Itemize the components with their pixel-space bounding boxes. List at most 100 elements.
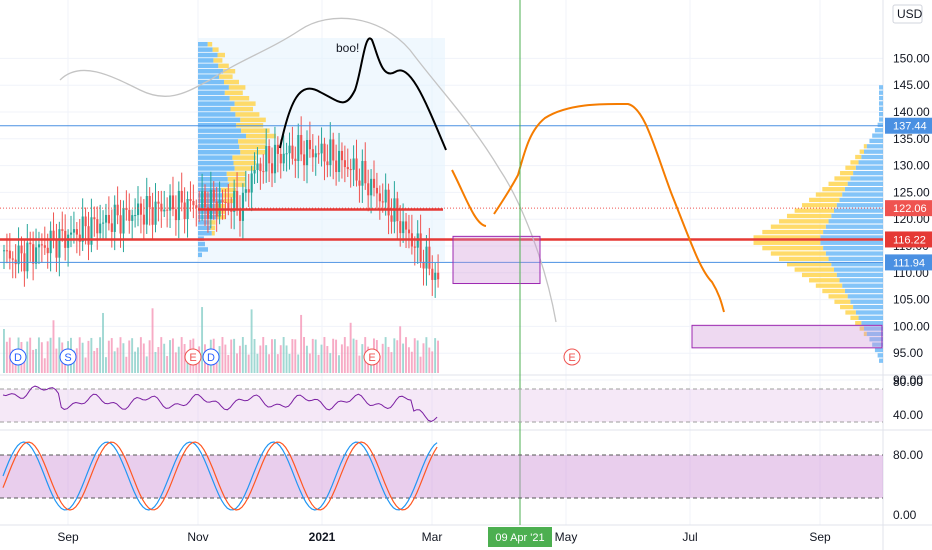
- volume-bar: [46, 341, 49, 373]
- price-label-text: 122.06: [893, 203, 927, 215]
- profile-bar: [198, 101, 235, 106]
- candle-body: [29, 242, 32, 245]
- candle-body: [134, 215, 137, 217]
- profile-bar: [762, 229, 824, 235]
- candle-body: [166, 209, 169, 211]
- x-tick-label: Sep: [809, 530, 831, 544]
- candle-body: [238, 208, 242, 221]
- candle-body: [317, 153, 320, 155]
- profile-bar: [844, 288, 883, 294]
- volume-bar: [308, 353, 311, 373]
- candle-body: [180, 190, 183, 203]
- candle-body: [75, 229, 78, 235]
- volume-bar: [381, 343, 384, 373]
- candle-body: [61, 229, 64, 231]
- profile-bar: [842, 192, 883, 197]
- candle-body: [349, 169, 352, 171]
- profile-bar: [879, 358, 883, 363]
- volume-bar: [236, 353, 238, 373]
- volume-bar: [64, 357, 67, 373]
- profile-bar: [861, 154, 883, 160]
- volume-bar: [107, 340, 110, 373]
- candle-body: [131, 215, 134, 221]
- profile-bar: [855, 310, 883, 315]
- volume-bar: [399, 326, 402, 373]
- profile-bar: [823, 246, 883, 251]
- profile-bar: [834, 208, 883, 213]
- profile-bar: [861, 321, 883, 326]
- profile-bar: [218, 63, 229, 69]
- price-tick-label: 130.00: [893, 159, 930, 173]
- candle-body: [96, 219, 99, 234]
- volume-bar: [148, 340, 151, 373]
- candle-body: [370, 178, 373, 196]
- profile-bar: [779, 256, 829, 262]
- profile-bar: [198, 231, 212, 236]
- price-tick-label: 125.00: [893, 185, 930, 199]
- candle-body: [204, 191, 207, 208]
- volume-bar: [326, 346, 329, 373]
- volume-bar: [361, 344, 364, 373]
- profile-bar: [198, 42, 208, 47]
- candle-body: [256, 163, 259, 171]
- profile-bar: [198, 74, 220, 79]
- head-and-shoulders-pattern: [279, 37, 447, 151]
- volume-bar: [99, 337, 102, 373]
- volume-bar: [265, 345, 268, 373]
- candle-body: [49, 230, 52, 254]
- earnings-marker[interactable]: [563, 348, 581, 366]
- profile-bar: [238, 139, 267, 144]
- candle-body: [154, 201, 157, 225]
- profile-bar: [820, 240, 883, 245]
- volume-bar: [78, 337, 81, 373]
- candle-body: [425, 246, 428, 269]
- dividend-marker[interactable]: [9, 348, 27, 366]
- candle-body: [189, 199, 192, 201]
- volume-bar: [238, 345, 241, 373]
- candle-body: [55, 239, 58, 258]
- candle-body: [247, 189, 250, 193]
- candle-body: [338, 150, 341, 173]
- profile-bar: [224, 90, 243, 96]
- dividend-marker[interactable]: [202, 348, 220, 366]
- candle-body: [67, 234, 70, 248]
- price-label-badge: [885, 200, 932, 217]
- earnings-marker[interactable]: [184, 348, 202, 366]
- volume-bar: [230, 339, 233, 373]
- split-marker[interactable]: [59, 348, 77, 366]
- candle-body: [300, 134, 303, 155]
- profile-bar: [230, 106, 253, 112]
- price-tick-label: 105.00: [893, 293, 930, 307]
- profile-bar: [869, 337, 883, 342]
- volume-bar: [5, 341, 8, 373]
- volume-bar: [410, 351, 413, 373]
- profile-bar: [198, 204, 216, 209]
- candle-body: [169, 195, 172, 211]
- volume-bar: [224, 344, 227, 373]
- profile-bar: [198, 252, 202, 258]
- profile-bar: [850, 160, 859, 165]
- profile-bar: [198, 139, 239, 144]
- volume-bar: [276, 354, 279, 373]
- profile-bar: [198, 79, 224, 85]
- candle-body: [279, 153, 282, 164]
- stoch-tick-label: 0.00: [893, 508, 917, 522]
- candle-body: [387, 189, 390, 216]
- volume-bar: [273, 339, 276, 373]
- profile-bar: [198, 128, 242, 133]
- earnings-marker[interactable]: [363, 348, 381, 366]
- x-tick-label: Sep: [57, 530, 79, 544]
- volume-bar: [247, 354, 250, 373]
- profile-bar: [786, 213, 832, 219]
- profile-bar: [198, 112, 236, 117]
- candle-body: [364, 160, 367, 184]
- profile-bar: [859, 326, 864, 331]
- target-box: [691, 324, 883, 349]
- volume-bar: [425, 337, 428, 373]
- profile-bar: [866, 331, 883, 337]
- volume-bar: [396, 340, 399, 373]
- price-tick-label: 95.00: [893, 346, 923, 360]
- profile-bar: [226, 171, 247, 177]
